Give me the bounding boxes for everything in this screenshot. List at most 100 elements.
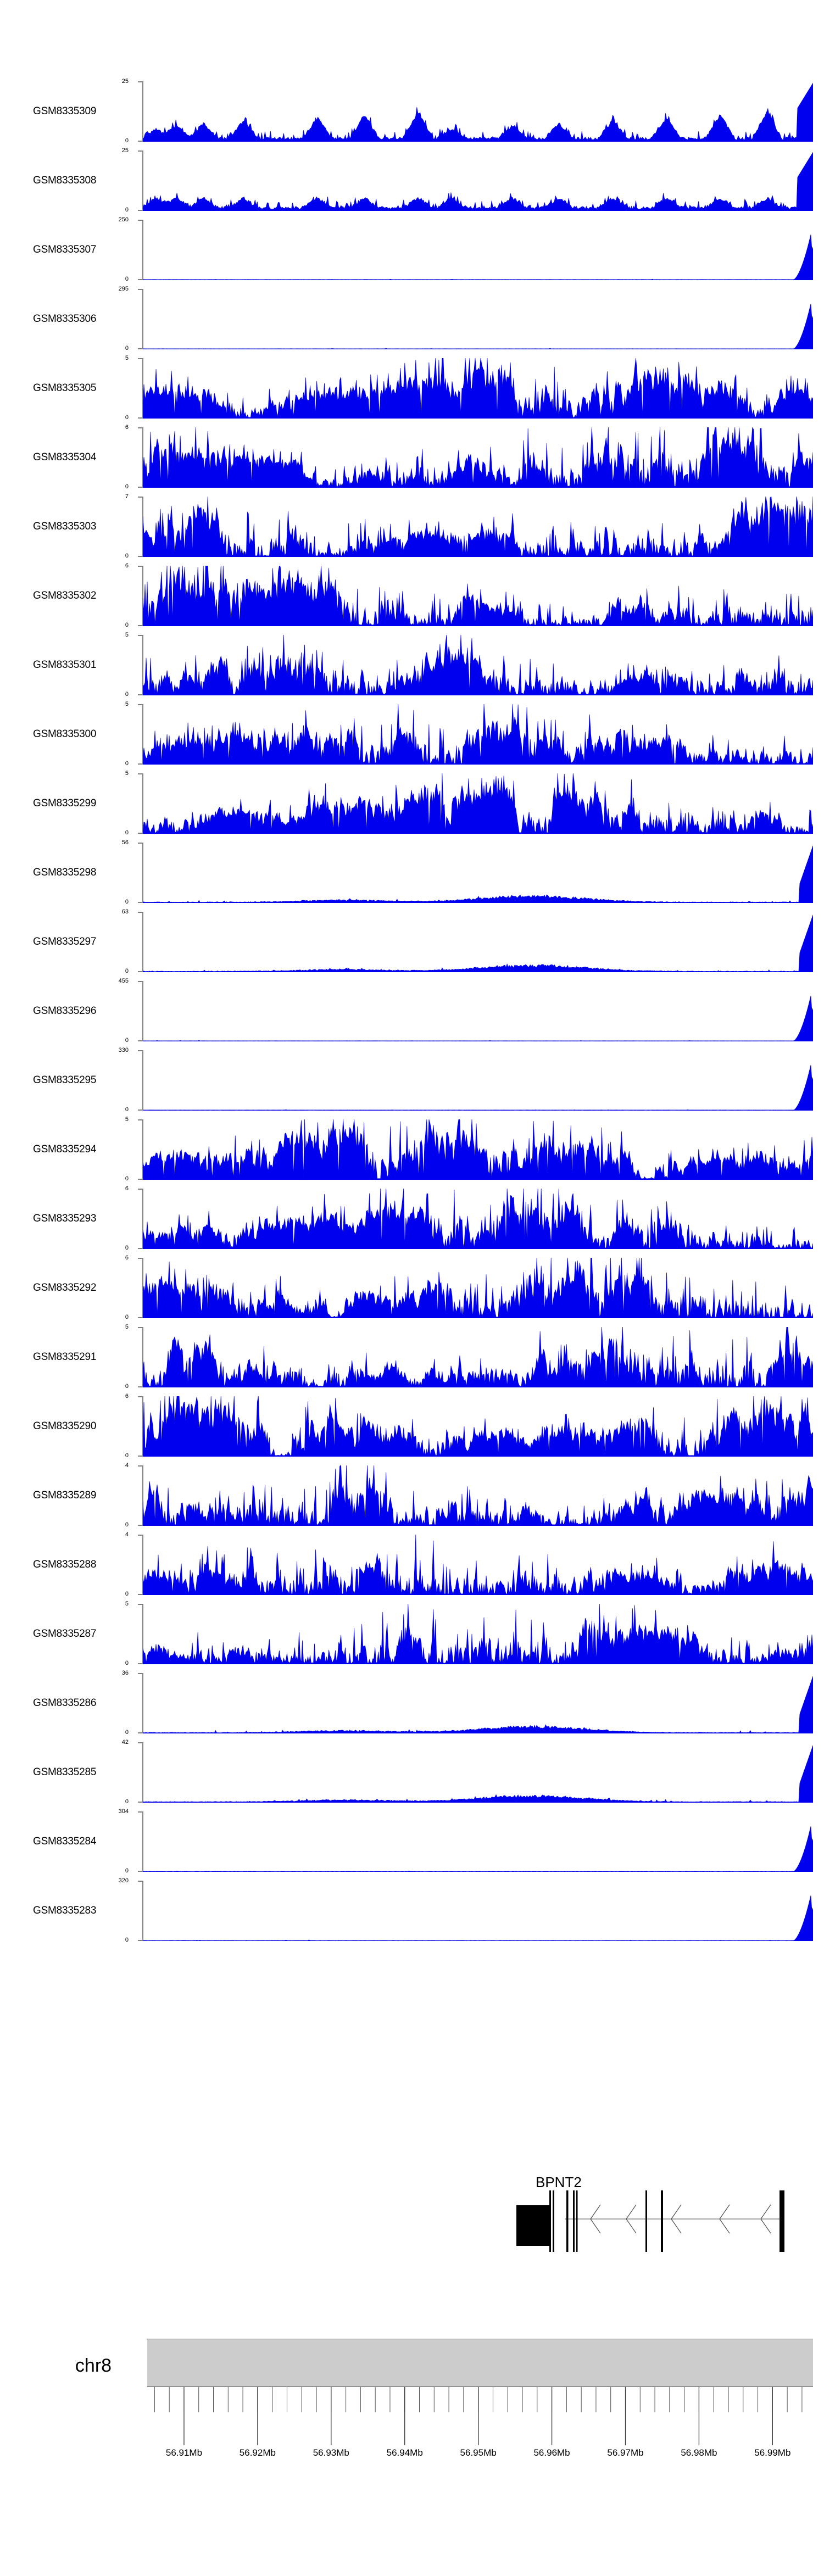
coverage-plot[interactable] (143, 1604, 813, 1664)
y-axis-line (142, 81, 143, 142)
coverage-plot[interactable] (143, 1396, 813, 1457)
y-axis-max-value: 304 (118, 1808, 129, 1815)
y-axis-tick-max (138, 1119, 143, 1120)
coverage-plot[interactable] (143, 150, 813, 211)
y-axis-tick-max (138, 635, 143, 636)
y-axis-min-value: 0 (125, 1037, 129, 1044)
coverage-plot[interactable] (143, 1742, 813, 1803)
coverage-track[interactable]: GSM8335299 5 0 (0, 769, 824, 838)
coverage-track[interactable]: GSM8335301 5 0 (0, 631, 824, 700)
coverage-track[interactable]: GSM8335302 6 0 (0, 561, 824, 631)
y-axis-tick-min (138, 1940, 143, 1941)
y-axis-line (142, 150, 143, 211)
coverage-plot[interactable] (143, 1258, 813, 1318)
y-axis-min-value: 0 (125, 1245, 129, 1251)
coverage-plot[interactable] (143, 427, 813, 488)
coverage-track[interactable]: GSM8335284 304 0 (0, 1807, 824, 1876)
coverage-track[interactable]: GSM8335300 5 0 (0, 700, 824, 769)
y-axis-line (142, 1396, 143, 1457)
y-axis-line (142, 1673, 143, 1733)
y-axis-tick-max (138, 1881, 143, 1882)
coverage-track[interactable]: GSM8335296 455 0 (0, 977, 824, 1046)
y-axis-tick-min (138, 1317, 143, 1318)
coverage-plot[interactable] (143, 1119, 813, 1180)
coverage-track[interactable]: GSM8335283 320 0 (0, 1876, 824, 1945)
coverage-plot[interactable] (143, 1673, 813, 1733)
coverage-track[interactable]: GSM8335288 4 0 (0, 1530, 824, 1599)
y-axis-min-value: 0 (125, 1591, 129, 1597)
y-axis-tick-max (138, 150, 143, 152)
coverage-track[interactable]: GSM8335305 5 0 (0, 354, 824, 423)
coverage-track[interactable]: GSM8335291 5 0 (0, 1323, 824, 1392)
coverage-track[interactable]: GSM8335293 6 0 (0, 1184, 824, 1253)
coverage-plot[interactable] (143, 1050, 813, 1111)
coverage-plot[interactable] (143, 1811, 813, 1872)
coverage-track[interactable]: GSM8335306 295 0 (0, 285, 824, 354)
y-axis-max-value: 5 (125, 632, 129, 638)
y-axis-min-value: 0 (125, 1867, 129, 1874)
y-axis-max-value: 5 (125, 770, 129, 777)
y-axis-max-value: 4 (125, 1531, 129, 1538)
coverage-track[interactable]: GSM8335290 6 0 (0, 1392, 824, 1461)
coverage-track[interactable]: GSM8335287 5 0 (0, 1599, 824, 1669)
y-axis-tick-max (138, 81, 143, 82)
y-axis-line (142, 912, 143, 972)
coverage-track[interactable]: GSM8335289 4 0 (0, 1461, 824, 1530)
y-axis-min-value: 0 (125, 1314, 129, 1320)
coverage-plot[interactable] (143, 566, 813, 626)
y-axis-tick-min (138, 694, 143, 695)
track-label-gsm8335302: GSM8335302 (33, 590, 97, 601)
track-label-gsm8335293: GSM8335293 (33, 1213, 97, 1224)
track-label-gsm8335292: GSM8335292 (33, 1282, 97, 1293)
coverage-track[interactable]: GSM8335303 7 0 (0, 492, 824, 561)
y-axis-max-value: 36 (121, 1670, 129, 1676)
y-axis-max-value: 6 (125, 1393, 129, 1399)
coverage-track[interactable]: GSM8335308 25 0 (0, 146, 824, 215)
coverage-plot[interactable] (143, 1881, 813, 1941)
track-label-gsm8335305: GSM8335305 (33, 382, 97, 394)
coverage-plot[interactable] (143, 635, 813, 695)
coverage-track[interactable]: GSM8335309 25 0 (0, 77, 824, 146)
y-axis-max-value: 320 (118, 1877, 129, 1884)
coverage-plot[interactable] (143, 220, 813, 280)
coverage-track[interactable]: GSM8335286 36 0 (0, 1669, 824, 1738)
y-axis-tick-min (138, 625, 143, 626)
coverage-plot[interactable] (143, 81, 813, 142)
coverage-track[interactable]: GSM8335307 250 0 (0, 215, 824, 285)
coverage-track[interactable]: GSM8335298 56 0 (0, 838, 824, 907)
coverage-plot[interactable] (143, 1189, 813, 1249)
track-label-gsm8335306: GSM8335306 (33, 313, 97, 325)
coverage-plot[interactable] (143, 981, 813, 1041)
coverage-plot[interactable] (143, 912, 813, 972)
coverage-track[interactable]: GSM8335295 330 0 (0, 1046, 824, 1115)
y-axis-tick-max (138, 1604, 143, 1605)
coverage-plot[interactable] (143, 497, 813, 557)
coverage-plot[interactable] (143, 704, 813, 765)
track-label-gsm8335285: GSM8335285 (33, 1766, 97, 1778)
y-axis-line (142, 1742, 143, 1803)
coverage-track[interactable]: GSM8335285 42 0 (0, 1738, 824, 1807)
coverage-plot[interactable] (143, 1327, 813, 1387)
coverage-plot[interactable] (143, 1535, 813, 1595)
coverage-plot[interactable] (143, 1465, 813, 1526)
track-y-axis: 36 0 (122, 1670, 143, 1736)
track-y-axis: 455 0 (119, 978, 143, 1044)
coverage-track[interactable]: GSM8335292 6 0 (0, 1253, 824, 1323)
coverage-track[interactable]: GSM8335294 5 0 (0, 1115, 824, 1184)
coverage-track[interactable]: GSM8335304 6 0 (0, 423, 824, 492)
coverage-plot[interactable] (143, 843, 813, 903)
coverage-plot[interactable] (143, 358, 813, 419)
y-axis-tick-min (138, 1179, 143, 1180)
y-axis-line (142, 1604, 143, 1664)
coverage-plot[interactable] (143, 289, 813, 349)
track-baseline (143, 1109, 813, 1111)
y-axis-tick-min (138, 487, 143, 488)
y-axis-tick-min (138, 1109, 143, 1111)
coverage-plot[interactable] (143, 773, 813, 834)
track-label-gsm8335304: GSM8335304 (33, 451, 97, 463)
coverage-track[interactable]: GSM8335297 63 0 (0, 907, 824, 977)
